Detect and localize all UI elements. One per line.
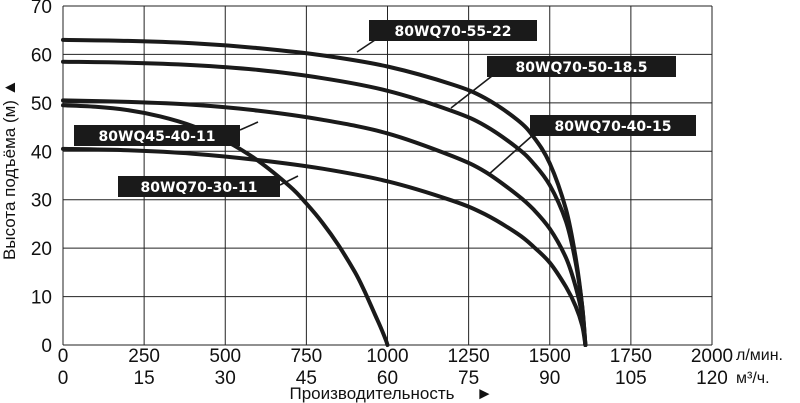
series-80wq70-55-22-leader xyxy=(356,39,376,53)
y-tick-label: 0 xyxy=(41,336,52,357)
series-labels: 80WQ70-55-22 80WQ70-50-18.5 80WQ70-40-15 80… xyxy=(74,20,696,197)
leader-lines xyxy=(239,39,534,186)
x-tick-label-primary: 1500 xyxy=(529,346,571,367)
series-80wq70-30-11-curve xyxy=(61,146,588,347)
x-axis-ticks-primary: 0 250 500 750 1000 1250 1500 1750 2000 xyxy=(58,346,733,367)
series-80wq70-55-22-label-box xyxy=(369,20,537,41)
x-tick-label-primary: 1750 xyxy=(610,346,652,367)
x-tick-label-secondary: 120 xyxy=(696,368,728,389)
series-80wq70-40-15-label-box xyxy=(530,115,696,136)
y-tick-label: 60 xyxy=(31,45,52,66)
x-tick-label-secondary: 30 xyxy=(215,368,236,389)
y-tick-label: 20 xyxy=(31,239,52,260)
y-tick-label: 10 xyxy=(31,288,52,309)
x-unit-primary: л/мин. xyxy=(736,347,783,364)
x-tick-label-primary: 1000 xyxy=(366,346,408,367)
x-axis-arrow: ► xyxy=(476,384,493,403)
x-tick-label-primary: 500 xyxy=(209,346,241,367)
x-tick-label-secondary: 15 xyxy=(134,368,155,389)
x-unit-secondary: м³/ч. xyxy=(736,370,770,387)
series-80wq45-40-11-label: 80WQ45-40-11 xyxy=(99,129,216,145)
series-80wq70-40-15-leader xyxy=(487,134,534,176)
series-80wq45-40-11-curve xyxy=(61,103,390,347)
y-tick-label: 70 xyxy=(31,0,52,18)
series-80wq70-30-11-label: 80WQ70-30-11 xyxy=(141,180,258,196)
series-80wq70-50-18-5-leader xyxy=(450,75,493,109)
x-tick-label-primary: 2000 xyxy=(691,346,733,367)
series-80wq70-50-18-5-label: 80WQ70-50-18.5 xyxy=(516,60,648,76)
series-80wq45-40-11-leader xyxy=(239,121,259,131)
y-tick-label: 40 xyxy=(31,142,52,163)
x-tick-label-secondary: 60 xyxy=(377,368,398,389)
y-tick-label: 30 xyxy=(31,191,52,212)
series-80wq70-40-15-curve xyxy=(61,98,588,347)
y-axis-arrow: ▲ xyxy=(0,79,19,96)
x-tick-label-primary: 750 xyxy=(291,346,323,367)
series-curves xyxy=(61,37,588,347)
y-axis-title: Высота подъёма (м) xyxy=(0,100,19,260)
x-tick-label-secondary: 75 xyxy=(458,368,479,389)
series-80wq70-50-18-5-label-box xyxy=(487,56,676,77)
series-80wq70-40-15-label: 80WQ70-40-15 xyxy=(555,119,672,135)
x-axis-title: Производительность xyxy=(289,384,454,403)
x-tick-label-secondary: 45 xyxy=(296,368,317,389)
x-tick-label-secondary: 105 xyxy=(615,368,647,389)
series-80wq45-40-11-label-box xyxy=(74,125,240,146)
series-80wq70-30-11-leader xyxy=(279,175,299,186)
series-80wq70-50-18-5-curve xyxy=(61,59,588,347)
series-80wq70-55-22-label: 80WQ70-55-22 xyxy=(395,24,512,40)
y-axis-title-group: Высота подъёма (м) ▲ xyxy=(0,79,19,260)
x-tick-label-secondary: 90 xyxy=(539,368,560,389)
series-80wq70-30-11-label-box xyxy=(118,176,280,197)
x-tick-label-secondary: 0 xyxy=(58,368,69,389)
y-tick-label: 50 xyxy=(31,94,52,115)
x-tick-label-primary: 1250 xyxy=(447,346,489,367)
y-axis-ticks: 0 10 20 30 40 50 60 70 xyxy=(31,0,52,357)
x-axis-ticks-secondary: 0 15 30 45 60 75 90 105 120 xyxy=(58,368,728,389)
x-tick-label-primary: 250 xyxy=(128,346,160,367)
x-tick-label-primary: 0 xyxy=(58,346,69,367)
